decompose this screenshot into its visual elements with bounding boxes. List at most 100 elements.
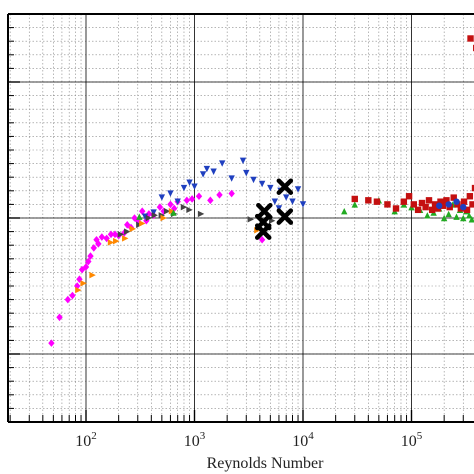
diamond-point	[167, 200, 174, 209]
square-point	[428, 206, 436, 214]
triangle-up-point	[341, 208, 348, 215]
diamond-point	[64, 295, 72, 304]
triangle-up-point	[453, 213, 460, 220]
diamond-point	[228, 189, 235, 198]
diamond-point	[183, 196, 191, 205]
diamond-point	[82, 263, 90, 271]
axes	[7, 13, 474, 423]
circle-point	[445, 201, 452, 208]
square-point	[425, 197, 433, 204]
triangle-up-point	[440, 214, 448, 222]
triangle-down-point	[289, 198, 296, 205]
triangle-down-point	[191, 183, 198, 190]
triangle-down-point	[258, 180, 266, 188]
square-point	[443, 197, 450, 204]
triangle-down-point	[294, 186, 302, 193]
triangle-down-point	[180, 184, 188, 192]
diamond-point	[69, 291, 76, 300]
square-point	[384, 201, 391, 208]
triangle-up-point	[465, 212, 473, 219]
diamond-point	[87, 252, 94, 260]
diamond-point	[78, 265, 86, 274]
triangle-right-point	[80, 280, 87, 287]
diamond-point	[258, 235, 266, 244]
square-point	[405, 193, 413, 200]
square-point	[437, 198, 444, 205]
square-point	[469, 201, 474, 208]
x-point	[254, 223, 272, 240]
triangle-down-point	[239, 157, 247, 165]
grid-lines	[8, 14, 474, 422]
circle-point	[460, 203, 467, 211]
diamond-point	[139, 207, 146, 215]
triangle-up-point	[424, 212, 431, 219]
triangle-right-point	[168, 208, 176, 215]
diamond-point	[93, 235, 100, 244]
circle-point	[453, 198, 460, 205]
triangle-right-point	[75, 286, 82, 294]
triangle-right-point	[151, 212, 158, 219]
triangle-right-point	[160, 214, 167, 222]
square-point	[351, 195, 358, 203]
diamond-point	[156, 203, 164, 211]
square-point	[400, 198, 408, 205]
triangle-right-point	[163, 208, 171, 215]
x-point	[256, 202, 273, 220]
diamond-point	[56, 313, 63, 322]
triangle-down-point	[167, 190, 174, 197]
triangle-down-point	[199, 171, 207, 178]
tick-labels: 102 103 104 105	[75, 430, 423, 450]
diamond-point	[145, 210, 153, 218]
diamond-point	[85, 257, 92, 266]
diamond-point	[103, 234, 110, 243]
x-tick-label: 104	[292, 430, 314, 450]
circle-point	[435, 202, 443, 209]
square-point	[414, 206, 422, 214]
square-point	[422, 203, 429, 211]
triangle-right-point	[186, 206, 193, 214]
diamond-point	[207, 196, 214, 205]
triangle-right-point	[107, 239, 115, 246]
square-point	[466, 193, 474, 200]
square-point	[392, 205, 400, 212]
triangle-down-point	[203, 165, 211, 173]
triangle-right-point	[247, 216, 254, 223]
triangle-up-point	[445, 210, 452, 218]
triangle-down-point	[250, 176, 257, 184]
triangle-right-point	[145, 214, 153, 222]
triangle-up-point	[460, 214, 467, 222]
diamond-point	[95, 240, 102, 248]
triangle-right-point	[122, 235, 129, 242]
triangle-up-point	[170, 209, 177, 216]
triangle-up-point	[136, 213, 143, 220]
x-tick-label: 105	[401, 430, 423, 450]
square-point	[439, 202, 447, 209]
triangle-down-point	[282, 194, 290, 201]
square-point	[410, 201, 417, 208]
triangle-down-point	[299, 201, 307, 208]
x-axis-title: Reynolds Number	[207, 455, 325, 472]
diamond-point	[76, 275, 83, 283]
triangle-right-point	[180, 203, 188, 211]
triangle-right-point	[139, 220, 146, 227]
triangle-right-point	[124, 228, 131, 235]
square-point	[467, 35, 474, 42]
diamond-point	[160, 207, 167, 215]
triangle-up-point	[351, 201, 358, 208]
triangle-down-point	[210, 168, 217, 175]
triangle-down-point	[141, 213, 149, 220]
square-point	[450, 194, 457, 201]
triangle-down-point	[150, 209, 157, 216]
triangle-right-point	[129, 225, 137, 233]
diamond-point	[98, 233, 106, 241]
triangle-right-point	[197, 210, 205, 218]
diamond-point	[216, 191, 223, 199]
triangle-right-point	[117, 231, 125, 238]
triangle-down-point	[186, 179, 193, 186]
square-point	[373, 198, 381, 205]
diamond-point	[107, 230, 115, 239]
x-point	[276, 178, 294, 195]
triangle-right-point	[158, 212, 166, 219]
data-points	[48, 35, 474, 347]
